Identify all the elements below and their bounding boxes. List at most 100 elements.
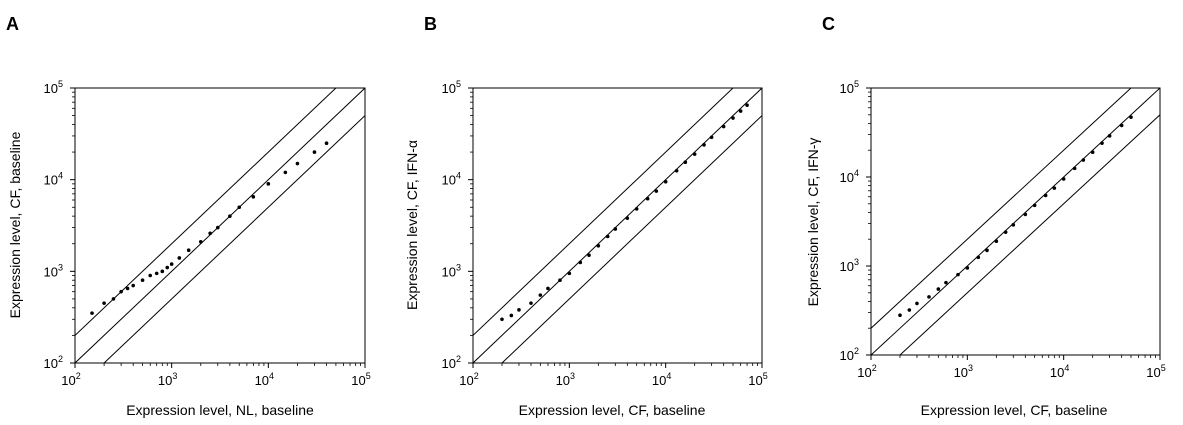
data-point-c [1100, 141, 1104, 145]
data-point-a [165, 265, 170, 270]
data-point-a [160, 269, 165, 274]
data-point-a [283, 170, 288, 175]
y-tick-label-c: 102 [840, 346, 859, 363]
data-point-a [312, 150, 317, 154]
data-point-a [154, 271, 159, 276]
y-tick-label-c: 103 [840, 257, 859, 274]
x-axis-label-a: Expression level, NL, baseline [126, 402, 314, 418]
data-point-b [702, 143, 706, 147]
data-point-a [119, 289, 123, 294]
plot-frame-c [870, 87, 1161, 356]
y-tick-label-a: 103 [44, 262, 63, 279]
data-point-b [578, 260, 583, 265]
half-fold-line-b [501, 115, 762, 363]
data-point-b [587, 253, 591, 257]
x-tick-label-c: 105 [1146, 363, 1165, 380]
data-point-c [1023, 212, 1028, 217]
data-point-a [90, 311, 94, 315]
y-tick-label-a: 105 [44, 79, 63, 96]
data-point-c [898, 313, 902, 318]
x-tick-label-a: 105 [351, 371, 370, 388]
data-point-a [186, 248, 191, 253]
x-tick-label-a: 102 [61, 371, 80, 388]
data-point-b [546, 286, 550, 291]
data-point-b [500, 317, 504, 322]
x-tick-label-b: 103 [556, 371, 575, 388]
x-axis-label-b: Expression level, CF, baseline [519, 402, 706, 418]
data-point-a [102, 301, 106, 305]
y-tick-label-c: 105 [840, 79, 859, 96]
data-point-c [1090, 150, 1095, 154]
data-point-c [1032, 203, 1037, 208]
data-point-c [944, 280, 948, 285]
data-point-c [956, 272, 960, 277]
data-point-b [509, 313, 514, 318]
data-point-c [1011, 223, 1016, 227]
identity-line-b [473, 88, 762, 363]
data-point-a [215, 225, 220, 230]
data-point-c [1107, 134, 1112, 138]
data-point-c [907, 308, 912, 312]
data-point-a [169, 262, 174, 266]
data-point-b [683, 160, 688, 165]
data-point-b [567, 271, 572, 276]
y-tick-label-b: 103 [442, 262, 461, 279]
y-tick-label-b: 102 [442, 354, 461, 371]
x-tick-label-b: 102 [459, 371, 478, 388]
y-tick-label-a: 104 [44, 171, 63, 188]
data-point-b [517, 308, 521, 312]
data-point-b [558, 278, 562, 283]
y-tick-label-c: 104 [840, 168, 859, 185]
identity-line-a [75, 88, 365, 363]
data-point-c [927, 295, 931, 299]
data-point-b [654, 189, 659, 193]
x-axis-label-c: Expression level, CF, baseline [921, 402, 1108, 418]
data-point-b [605, 234, 610, 239]
data-point-c [1129, 115, 1133, 119]
data-point-a [324, 141, 329, 145]
data-point-b [538, 293, 543, 297]
data-point-c [1043, 193, 1048, 198]
y-axis-label-a: Expression level, CF, baseline [7, 131, 23, 318]
plot-frame-a [74, 87, 366, 364]
data-point-b [731, 116, 735, 120]
x-tick-label-a: 104 [255, 371, 274, 388]
data-point-b [721, 124, 726, 129]
data-point-c [985, 248, 989, 253]
data-point-c [936, 287, 941, 291]
data-point-c [1052, 186, 1057, 190]
data-point-a [266, 182, 271, 186]
panel-letter-c: C [822, 14, 835, 34]
data-point-a [251, 195, 256, 199]
half-fold-line-a [103, 115, 365, 363]
panel-b: B Expression level, CF, baseline Express… [404, 14, 768, 418]
data-point-c [994, 239, 999, 243]
data-point-a [237, 205, 242, 210]
data-point-b [674, 168, 679, 173]
panel-c: C Expression level, CF, baseline Express… [805, 14, 1166, 418]
panel-letter-a: A [6, 14, 19, 34]
data-point-b [745, 103, 749, 107]
data-point-c [1072, 166, 1077, 171]
data-point-b [625, 216, 630, 220]
plot-frame-b [472, 87, 763, 364]
x-tick-label-c: 102 [857, 363, 876, 380]
identity-line-c [871, 88, 1160, 355]
data-point-a [198, 239, 203, 244]
data-point-c [1119, 123, 1124, 128]
data-point-a [148, 273, 153, 278]
data-point-a [125, 286, 130, 291]
x-tick-label-b: 104 [652, 371, 671, 388]
data-point-a [295, 161, 300, 166]
data-point-b [663, 179, 668, 184]
data-point-b [738, 109, 743, 113]
data-point-b [692, 152, 697, 156]
data-point-c [1003, 230, 1008, 234]
data-point-c [915, 301, 919, 306]
data-point-a [140, 278, 145, 283]
data-point-a [131, 283, 135, 288]
data-point-a [228, 214, 232, 218]
y-axis-label-c: Expression level, CF, IFN-γ [805, 138, 821, 307]
panel-letter-b: B [424, 14, 437, 34]
